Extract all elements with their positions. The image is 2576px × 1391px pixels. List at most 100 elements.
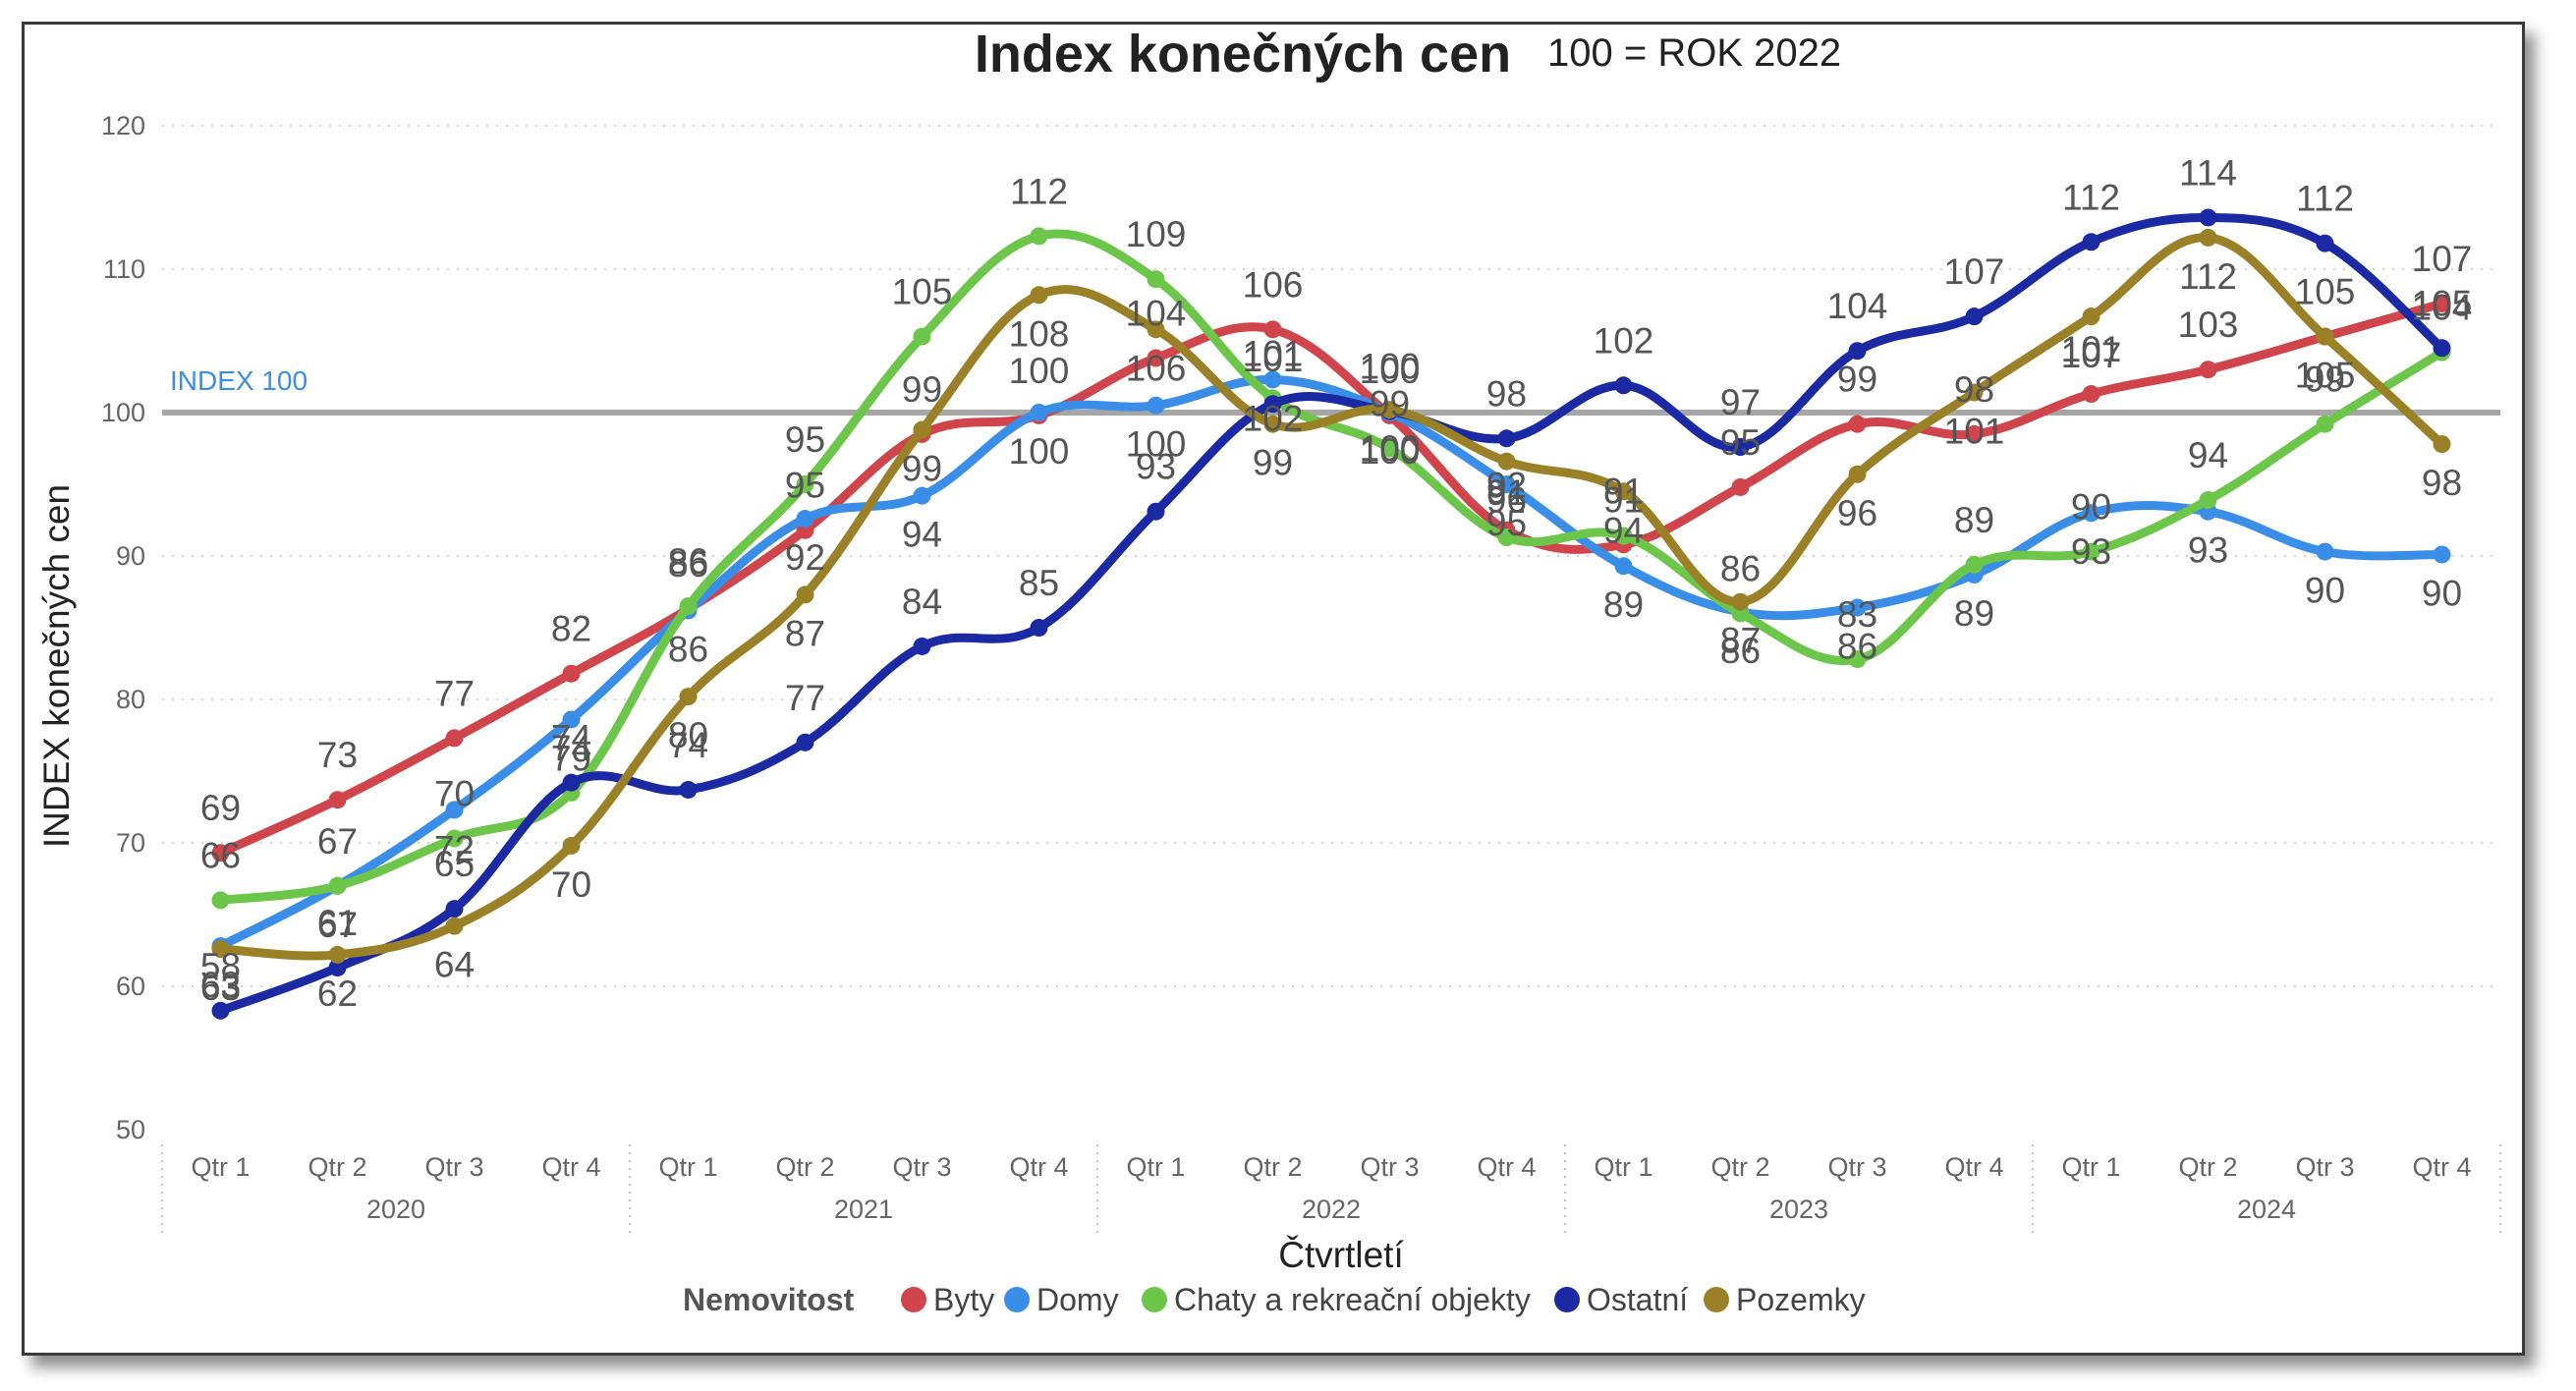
data-label: 112 — [2296, 179, 2354, 219]
data-label: 91 — [1486, 473, 1527, 513]
data-point — [445, 801, 464, 819]
y-tick-label: 80 — [116, 685, 145, 714]
data-label: 72 — [434, 828, 475, 868]
legend-marker — [1704, 1287, 1729, 1312]
x-year-label: 2020 — [366, 1195, 425, 1224]
data-label: 96 — [1486, 480, 1527, 521]
chart-title: Index konečných cen — [975, 25, 1511, 83]
data-point — [2082, 504, 2100, 523]
data-point — [1263, 320, 1282, 339]
data-point — [1965, 307, 1984, 326]
series-ostatní — [211, 208, 2451, 1020]
legend: Nemovitost Byty Domy Chaty a rekreační obj… — [683, 1282, 1866, 1317]
data-label: 65 — [434, 844, 475, 884]
y-tick-label: 110 — [103, 254, 145, 284]
data-label: 91 — [1603, 479, 1644, 520]
data-point — [211, 1001, 230, 1020]
x-tick-label: Qtr 3 — [1827, 1152, 1886, 1182]
legend-item[interactable]: Byty — [901, 1282, 994, 1317]
data-label: 95 — [785, 419, 825, 460]
data-point — [2316, 415, 2334, 433]
data-point — [1614, 527, 1633, 545]
data-label: 74 — [551, 728, 591, 768]
x-axis: Qtr 1 Qtr 2 Qtr 3 Qtr 4 Qtr 1 Qtr 2 Qtr 3 Qtr 4… — [161, 1144, 2501, 1233]
data-label: 94 — [902, 515, 942, 555]
y-axis: 50 60 70 80 90 100 110 120 — [101, 111, 145, 1144]
data-label: 100 — [1360, 347, 1421, 387]
data-label: 114 — [2179, 152, 2237, 193]
legend-item[interactable]: Chaty a rekreační objekty — [1142, 1282, 1531, 1317]
data-point — [1848, 415, 1867, 433]
data-label: 82 — [551, 609, 591, 649]
data-label: 92 — [785, 537, 825, 578]
data-point — [328, 876, 347, 895]
data-label: 86 — [1720, 548, 1761, 588]
series-line — [216, 212, 2446, 1016]
data-label: 94 — [1603, 510, 1644, 550]
legend-item[interactable]: Pozemky — [1704, 1282, 1866, 1317]
data-label: 86 — [668, 544, 708, 584]
x-axis-title: Čtvrtletí — [1278, 1235, 1404, 1275]
data-point — [445, 729, 464, 748]
data-point — [2082, 307, 2100, 326]
legend-marker — [1142, 1287, 1167, 1312]
data-point — [445, 829, 464, 848]
x-tick-label: Qtr 1 — [2061, 1152, 2120, 1182]
series-lines — [211, 208, 2451, 1020]
series-line — [216, 233, 2446, 961]
data-point — [1497, 529, 1516, 547]
data-label: 105 — [2295, 356, 2356, 396]
data-point — [1380, 439, 1399, 458]
x-tick-label: Qtr 4 — [541, 1152, 600, 1182]
data-label: 86 — [1837, 627, 1877, 667]
data-label: 93 — [1136, 447, 1176, 487]
data-label: 89 — [1954, 500, 1994, 540]
data-label: 104 — [1126, 294, 1187, 334]
data-label: 97 — [1720, 382, 1761, 422]
data-label: 86 — [1720, 631, 1761, 671]
data-label: 112 — [1010, 171, 1068, 211]
legend-item[interactable]: Ostatní — [1554, 1282, 1688, 1317]
data-label: 104 — [2412, 288, 2473, 328]
data-label: 93 — [2071, 531, 2111, 572]
data-label: 67 — [317, 821, 358, 862]
data-label: 63 — [200, 968, 241, 1008]
legend-label: Pozemky — [1736, 1282, 1866, 1317]
data-point — [562, 773, 581, 792]
series-chaty-a-rekreační-objekty — [211, 227, 2451, 910]
data-point — [2433, 295, 2451, 313]
gridlines — [162, 125, 2500, 987]
legend-label: Domy — [1036, 1282, 1119, 1317]
legend-label: Byty — [933, 1282, 994, 1317]
data-label: 91 — [1603, 472, 1644, 512]
data-point — [1965, 383, 1984, 402]
data-label: 69 — [200, 788, 241, 828]
data-label: 100 — [1009, 351, 1070, 391]
data-label: 90 — [2422, 574, 2462, 614]
legend-label: Ostatní — [1587, 1282, 1688, 1317]
data-label: 96 — [1837, 493, 1877, 533]
data-point — [1497, 429, 1516, 448]
data-point — [2316, 234, 2334, 252]
data-label: 100 — [1126, 424, 1187, 465]
y-axis-title: INDEX konečných cen — [36, 484, 77, 848]
data-label: 86 — [668, 541, 708, 582]
data-label: 95 — [1720, 422, 1761, 463]
data-point — [1965, 424, 1984, 443]
data-label: 66 — [200, 835, 241, 875]
data-label: 98 — [1954, 369, 1994, 410]
data-label: 90 — [2071, 487, 2111, 528]
data-label: 105 — [2295, 272, 2356, 312]
data-label: 100 — [1360, 431, 1421, 472]
data-point — [328, 945, 347, 964]
data-label: 85 — [1019, 563, 1059, 603]
y-tick-label: 120 — [101, 111, 145, 140]
data-point — [2433, 339, 2451, 358]
data-label: 99 — [1837, 360, 1877, 400]
data-label: 98 — [1486, 373, 1527, 414]
data-point — [1147, 502, 1165, 521]
data-point — [1147, 396, 1165, 415]
data-label: 99 — [1370, 384, 1410, 424]
legend-item[interactable]: Domy — [1004, 1282, 1119, 1317]
